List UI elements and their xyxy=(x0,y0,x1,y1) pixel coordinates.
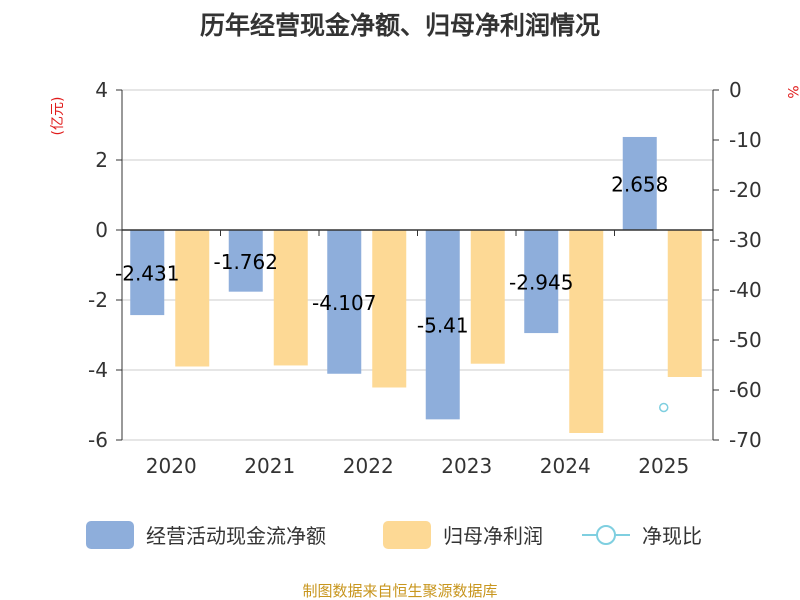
bars-layer xyxy=(130,136,702,433)
bar-cash-flow xyxy=(622,136,657,230)
data-label-cash-flow: -5.41 xyxy=(417,314,469,338)
legend: 经营活动现金流净额 归母净利润 净现比 xyxy=(86,521,702,549)
source-note: 制图数据来自恒生聚源数据库 xyxy=(302,582,497,600)
right-tick-label: -40 xyxy=(729,278,762,302)
right-axis-unit-label: % xyxy=(784,85,800,98)
data-label-cash-flow: -1.762 xyxy=(214,250,278,274)
x-tick-label: 2024 xyxy=(540,454,591,478)
data-label-cash-flow: -2.945 xyxy=(509,271,573,295)
x-tick-label: 2025 xyxy=(638,454,689,478)
bar-net-profit xyxy=(372,230,407,388)
legend-marker-ratio xyxy=(596,525,616,545)
x-tick-label: 2023 xyxy=(441,454,492,478)
bar-cash-flow xyxy=(130,230,165,316)
bar-cash-flow xyxy=(228,230,263,292)
bar-cash-flow xyxy=(327,230,362,374)
x-tick-label: 2021 xyxy=(244,454,295,478)
bar-cash-flow xyxy=(524,230,559,334)
line-layer xyxy=(659,402,669,413)
right-tick-label: -60 xyxy=(729,378,762,402)
bar-net-profit xyxy=(470,230,505,364)
left-axis-unit-label: (亿元) xyxy=(50,97,66,136)
data-label-cash-flow: -4.107 xyxy=(312,291,376,315)
right-tick-label: -10 xyxy=(729,128,762,152)
right-tick-label: -70 xyxy=(729,428,762,452)
legend-label-cash-flow: 经营活动现金流净额 xyxy=(146,524,326,548)
bar-net-profit xyxy=(175,230,210,367)
data-label-cash-flow: 2.658 xyxy=(611,172,668,196)
data-label-cash-flow: -2.431 xyxy=(115,262,179,286)
left-tick-label: -6 xyxy=(88,428,108,452)
left-tick-label: 0 xyxy=(95,218,108,242)
bar-net-profit xyxy=(273,230,308,366)
left-tick-label: -2 xyxy=(88,288,108,312)
right-tick-label: -20 xyxy=(729,178,762,202)
legend-label-net-profit: 归母净利润 xyxy=(443,524,543,548)
chart-title: 历年经营现金净额、归母净利润情况 xyxy=(200,11,600,40)
ratio-point xyxy=(659,402,669,413)
left-tick-label: -4 xyxy=(88,358,108,382)
x-tick-label: 2020 xyxy=(146,454,197,478)
legend-label-ratio: 净现比 xyxy=(642,524,702,548)
left-tick-label: 4 xyxy=(95,78,108,102)
legend-swatch-net-profit xyxy=(383,521,431,549)
right-tick-label: -50 xyxy=(729,328,762,352)
right-tick-label: -30 xyxy=(729,228,762,252)
x-tick-label: 2022 xyxy=(343,454,394,478)
bar-cash-flow xyxy=(425,230,460,420)
labels-layer: -2.431 -1.762 -4.107 -5.41 -2.945 2.658 xyxy=(115,172,668,337)
legend-swatch-cash-flow xyxy=(86,521,134,549)
bar-net-profit xyxy=(667,230,702,377)
left-tick-label: 2 xyxy=(95,148,108,172)
bar-net-profit xyxy=(569,230,604,433)
right-tick-label: 0 xyxy=(729,78,742,102)
